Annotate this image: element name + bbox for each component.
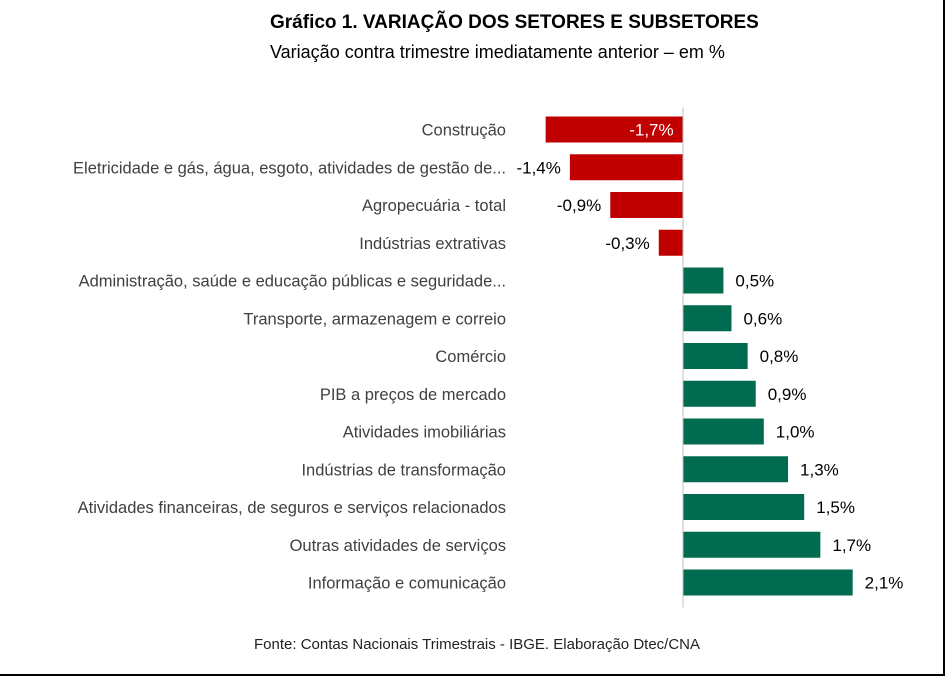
category-label: Comércio (435, 348, 506, 366)
data-label: 1,0% (776, 423, 815, 442)
bar (610, 192, 683, 218)
bar (683, 569, 853, 596)
data-label: 2,1% (865, 574, 904, 593)
bar (545, 116, 683, 143)
bar (658, 229, 683, 256)
category-label: PIB a preços de mercado (320, 386, 506, 404)
data-label: -1,7% (629, 121, 673, 140)
chart-subtitle: Variação contra trimestre imediatamente … (270, 42, 725, 62)
data-label: -0,3% (605, 234, 649, 253)
category-label: Construção (422, 122, 506, 140)
bar (683, 343, 748, 369)
category-label: Atividades financeiras, de seguros e ser… (78, 499, 506, 517)
category-label: Agropecuária - total (362, 197, 506, 215)
data-label: 1,7% (832, 536, 871, 555)
category-label: Informação e comunicação (308, 575, 506, 593)
bar (683, 380, 756, 407)
chart-source: Fonte: Contas Nacionais Trimestrais - IB… (254, 636, 701, 653)
category-label: Atividades imobiliárias (343, 424, 506, 442)
bar (683, 531, 821, 558)
bar (683, 305, 732, 332)
category-label: Eletricidade e gás, água, esgoto, ativid… (73, 159, 506, 177)
data-label: 0,8% (760, 347, 799, 366)
data-label: 1,5% (816, 498, 855, 517)
data-label: 0,9% (768, 385, 807, 404)
bar (683, 494, 805, 520)
category-label: Indústrias de transformação (301, 461, 506, 479)
chart-title: Gráfico 1. VARIAÇÃO DOS SETORES E SUBSET… (270, 12, 759, 33)
bar (683, 456, 789, 483)
category-label: Indústrias extrativas (359, 235, 506, 253)
bar (569, 154, 683, 181)
category-label: Transporte, armazenagem e correio (243, 310, 506, 328)
data-label: -1,4% (516, 158, 560, 177)
category-label: Outras atividades de serviços (290, 537, 506, 555)
data-label: -0,9% (557, 196, 601, 215)
data-label: 0,6% (743, 309, 782, 328)
data-label: 1,3% (800, 460, 839, 479)
bar (683, 267, 724, 294)
category-label: Administração, saúde e educação públicas… (79, 273, 506, 291)
bar (683, 418, 764, 445)
data-label: 0,5% (735, 272, 774, 291)
